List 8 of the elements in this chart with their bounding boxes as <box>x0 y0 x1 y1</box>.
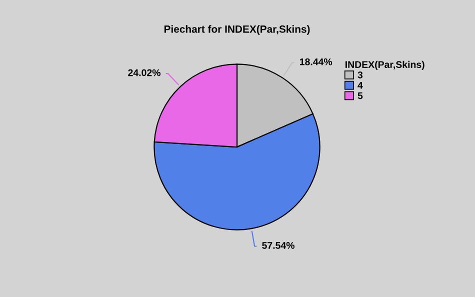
legend-label: 4 <box>358 82 363 89</box>
data-label: 57.54% <box>262 242 294 249</box>
legend-title: INDEX(Par,Skins) <box>346 60 424 70</box>
data-label: 24.02% <box>128 69 160 76</box>
legend-label: 3 <box>358 71 363 78</box>
legend-label: 5 <box>358 92 363 100</box>
data-label: 18.44% <box>300 58 332 66</box>
chart-title: Piechart for INDEX(Par,Skins) <box>164 25 310 35</box>
